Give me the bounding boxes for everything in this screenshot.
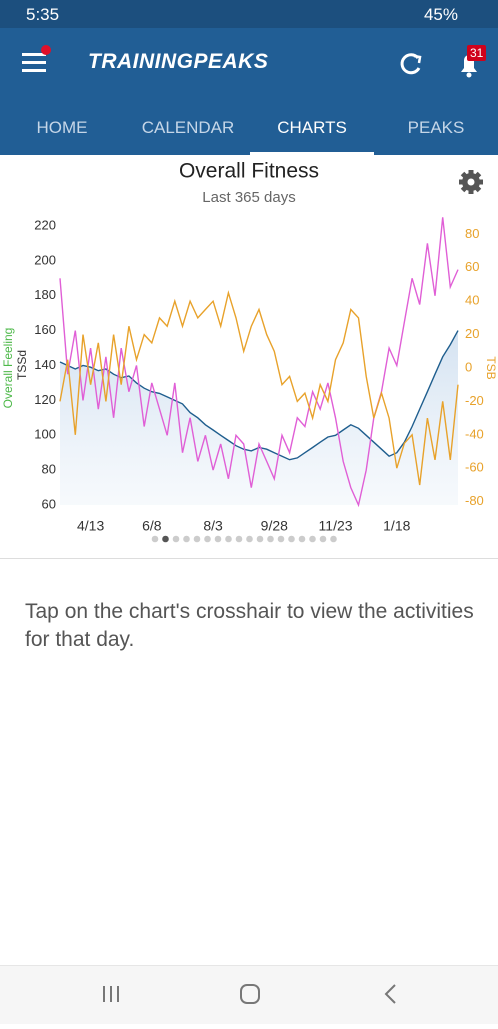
back-button[interactable] — [384, 984, 396, 1004]
y2-tick-label: 0 — [465, 359, 472, 374]
system-nav-bar — [0, 965, 498, 1024]
pager-dot — [298, 535, 306, 543]
chart: Overall Fitness Last 365 days Overall Fe… — [1, 160, 498, 543]
area — [60, 330, 458, 505]
pager-dot — [225, 535, 232, 543]
pager-dot — [309, 535, 316, 543]
tab-indicator — [250, 152, 374, 155]
refresh-button[interactable] — [400, 53, 422, 75]
y-tick-label: 80 — [42, 462, 56, 477]
tab-bar: HOME CALENDAR CHARTS PEAKS — [0, 100, 498, 155]
pager-dot — [162, 535, 169, 543]
x-tick-label: 1/18 — [383, 518, 410, 534]
pager-dot — [330, 535, 337, 543]
x-tick-label: 4/13 — [77, 518, 104, 534]
y-tick-label: 200 — [34, 252, 56, 267]
pager-dot — [204, 535, 211, 543]
y-tick-label: 140 — [34, 357, 56, 372]
pager-dot — [172, 535, 180, 543]
y-tick-label: 220 — [34, 217, 56, 232]
brand: TRAININGPEAKS — [88, 50, 269, 73]
pager-dot — [246, 535, 253, 543]
pager-dot — [267, 535, 274, 543]
pager-dot — [277, 535, 285, 543]
y-tick-label: 180 — [34, 287, 56, 302]
y2-tick-label: 20 — [465, 326, 479, 341]
y2-axis-label: TSB — [484, 356, 498, 379]
y-axis-label: TSSd — [15, 350, 29, 380]
y-axis-label-2: Overall Feeling — [1, 328, 15, 409]
chart-subtitle: Last 365 days — [202, 189, 295, 206]
nav-icons — [103, 984, 396, 1004]
pager-dot — [183, 535, 190, 543]
chart-title: Overall Fitness — [179, 160, 319, 183]
y-tick-label: 160 — [34, 322, 56, 337]
y-tick-label: 120 — [34, 392, 56, 407]
y2-tick-label: 40 — [465, 293, 479, 308]
x-tick-label: 9/28 — [261, 518, 288, 534]
pager-dot — [256, 535, 264, 543]
y2-tick-label: -60 — [465, 460, 484, 475]
app-bar: TRAININGPEAKS 31 — [0, 28, 498, 100]
pager-dot — [193, 535, 201, 543]
pager-dot — [319, 535, 327, 543]
x-tick-label: 8/3 — [203, 518, 223, 534]
tab[interactable]: PEAKS — [407, 118, 465, 137]
x-tick-label: 6/8 — [142, 518, 162, 534]
y2-tick-label: 80 — [465, 226, 479, 241]
y2-tick-label: -40 — [465, 426, 484, 441]
time: 5:35 — [26, 5, 60, 24]
y2-tick-label: -20 — [465, 393, 484, 408]
menu-button[interactable] — [22, 45, 51, 72]
pager-dot — [288, 535, 295, 543]
y2-tick-label: -80 — [465, 493, 484, 508]
tab[interactable]: CHARTS — [277, 118, 347, 137]
line — [59, 217, 459, 508]
x-tick-label: 11/23 — [319, 518, 353, 534]
y2-tick-label: 60 — [465, 259, 479, 274]
recent-apps-button[interactable] — [103, 986, 119, 1002]
settings-button[interactable] — [459, 170, 483, 194]
tab[interactable]: HOME — [36, 118, 88, 137]
pager-dots — [151, 535, 337, 543]
y-tick-label: 60 — [42, 496, 56, 511]
divider — [0, 558, 498, 559]
battery: 45% — [423, 5, 458, 24]
status-bar: 5:35 45% — [0, 0, 498, 28]
tab[interactable]: CALENDAR — [141, 118, 235, 137]
y-tick-label: 100 — [34, 427, 56, 442]
hint-message: Tap on the chart's crosshair to view the… — [25, 600, 474, 651]
notification-badge: 31 — [467, 45, 487, 61]
line — [59, 290, 459, 486]
pager-dot — [235, 535, 243, 543]
home-button[interactable] — [240, 984, 260, 1004]
pager-dot — [214, 535, 222, 543]
pager-dot — [151, 535, 159, 543]
